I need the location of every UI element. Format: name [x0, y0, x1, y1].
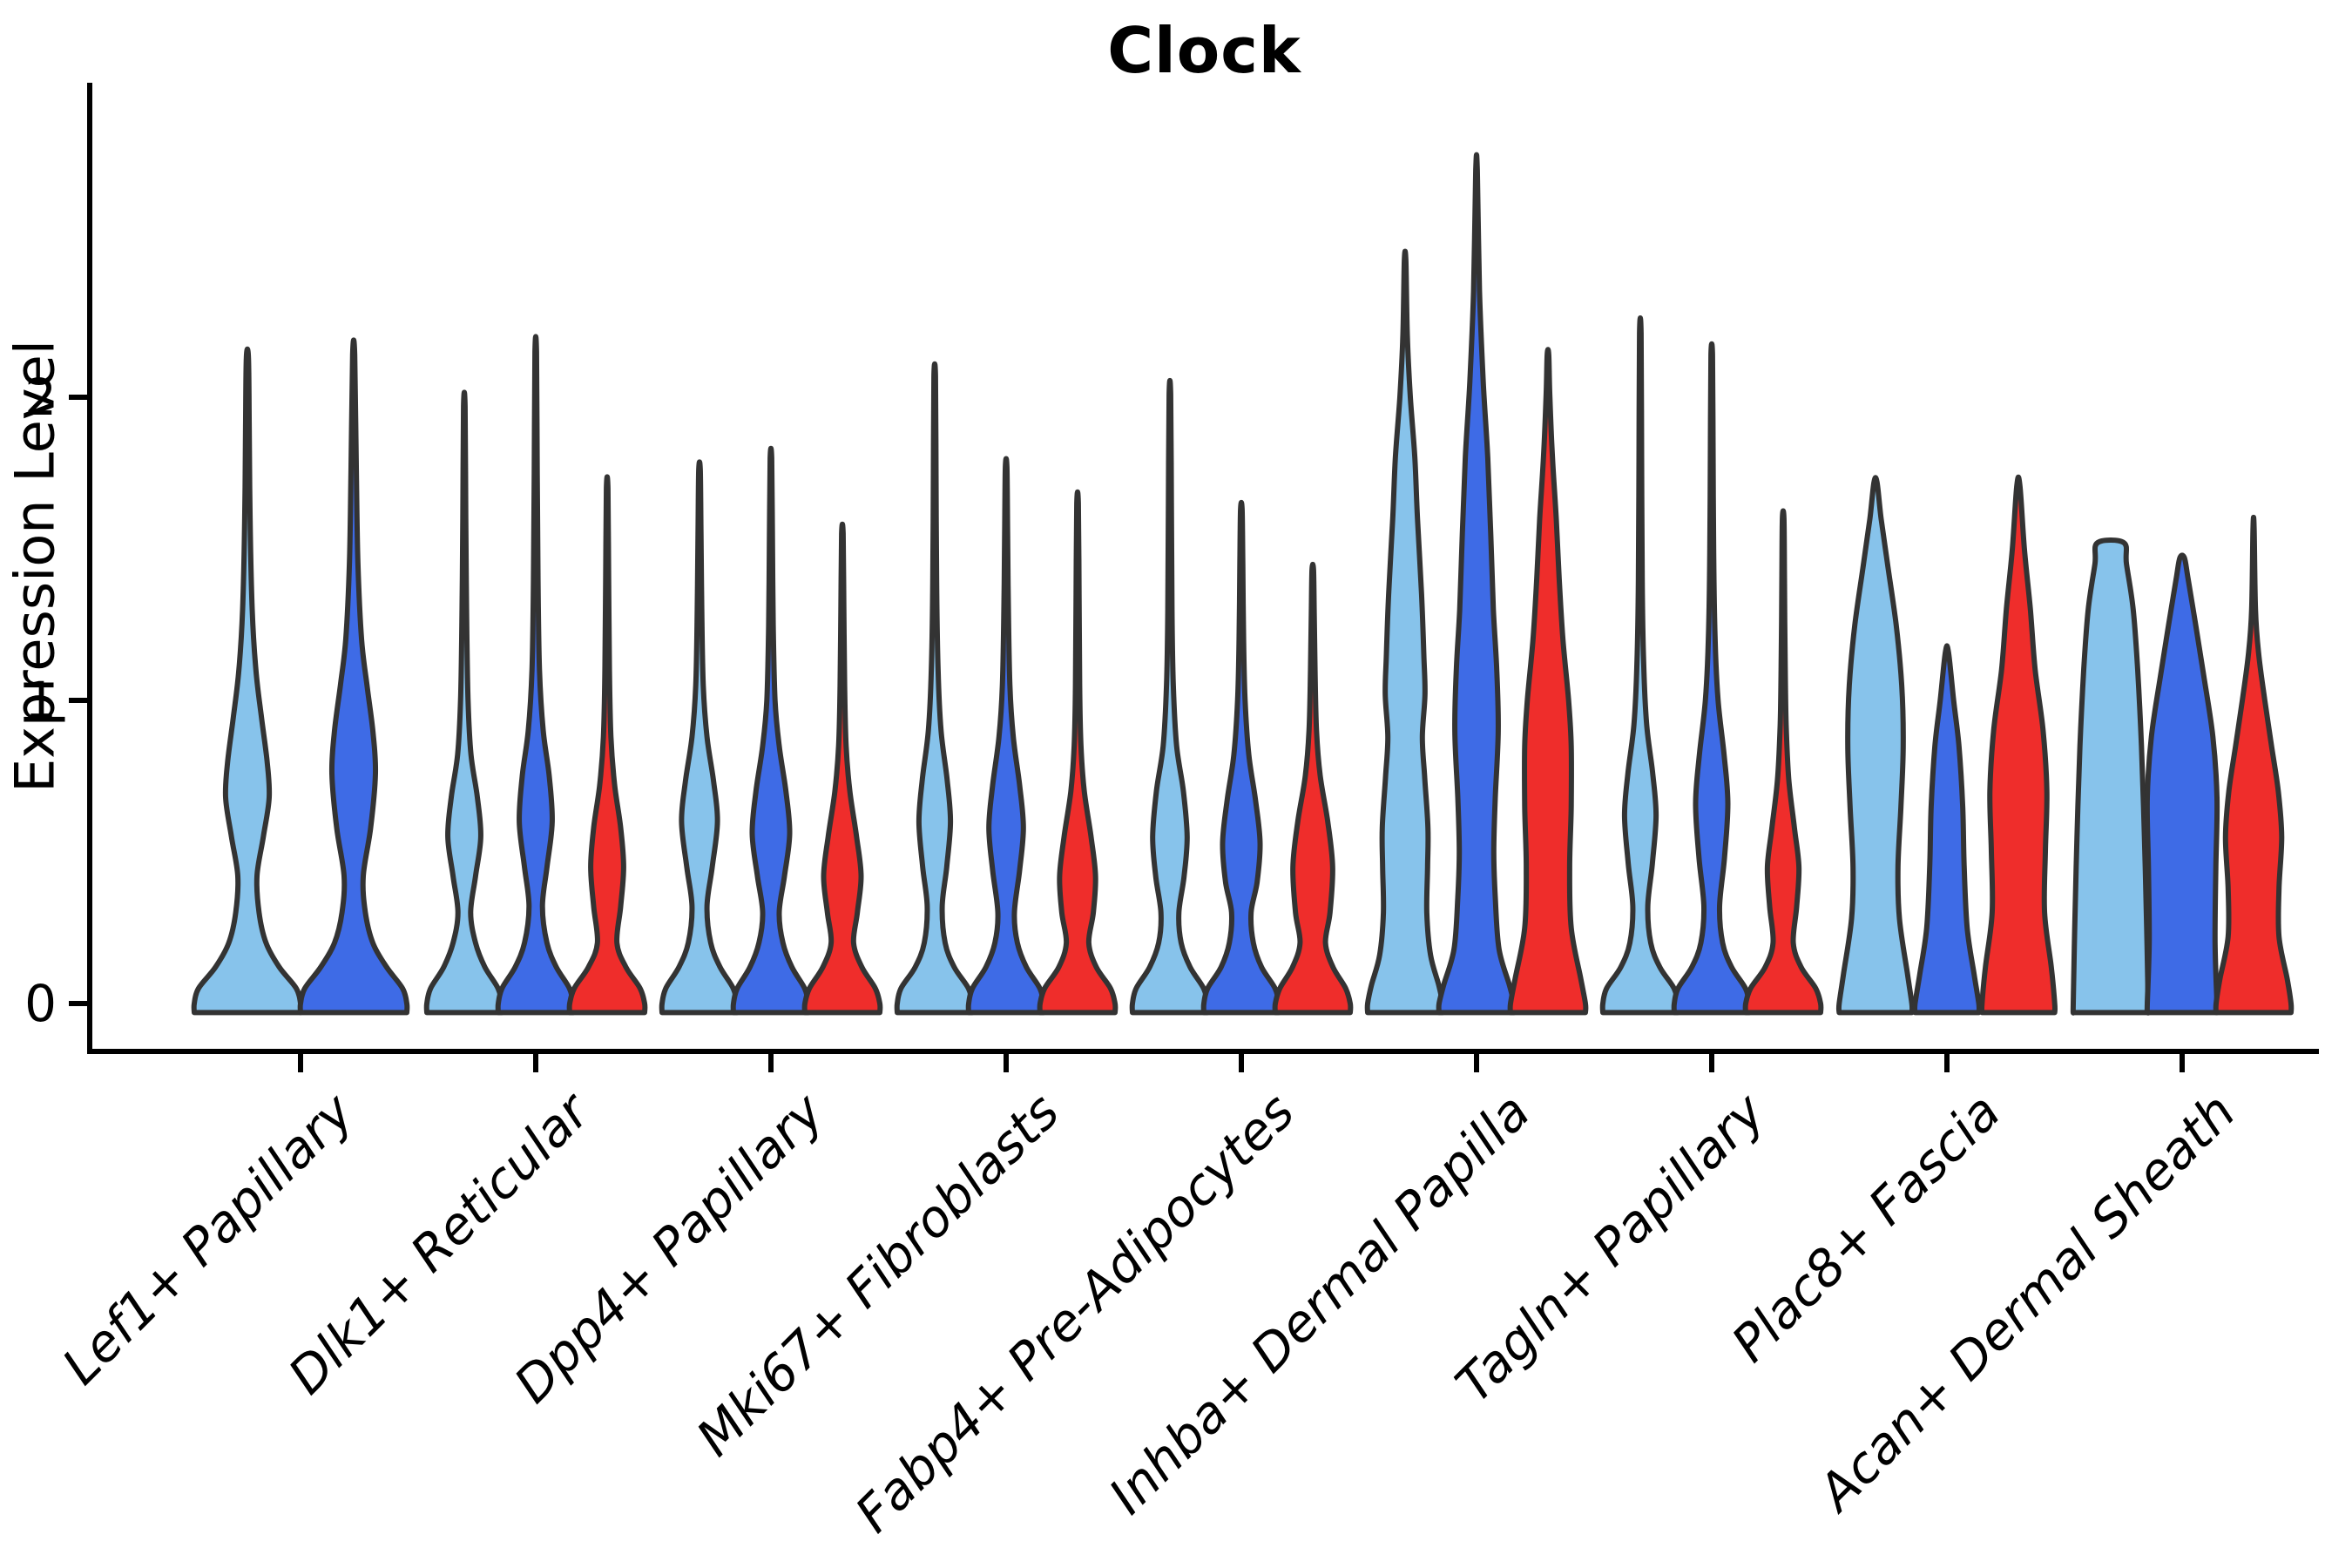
violin-light_blue — [1129, 377, 1211, 1016]
chart-title: Clock — [1107, 14, 1301, 87]
violin-light_blue — [191, 346, 304, 1016]
violin-dark_blue — [1200, 499, 1282, 1016]
violin-dark_blue — [297, 337, 410, 1016]
violin-light_blue — [2070, 537, 2152, 1016]
violin-dark_blue — [730, 445, 812, 1016]
violin-red — [2213, 514, 2295, 1016]
violin-light_blue — [659, 459, 740, 1016]
violin-dark_blue — [1671, 341, 1753, 1016]
violin-dark_blue — [965, 456, 1047, 1016]
violin-red — [566, 474, 648, 1016]
violin-light_blue — [1599, 315, 1681, 1016]
y-tick-label: 2 — [24, 368, 57, 427]
violin-dark_blue — [495, 334, 577, 1016]
y-tick-label: 0 — [24, 974, 57, 1033]
violin-dark_blue — [1912, 643, 1982, 1016]
violin-light_blue — [894, 361, 976, 1016]
violin-red — [1507, 347, 1589, 1016]
violin-light_blue — [1835, 475, 1916, 1016]
y-tick-label: 1 — [24, 671, 57, 730]
violin-dark_blue — [1436, 152, 1517, 1016]
y-axis-label: Expression Level — [3, 340, 67, 793]
violin-red — [1978, 474, 2058, 1016]
violin-light_blue — [1364, 248, 1446, 1016]
violin-dark_blue — [2144, 552, 2220, 1016]
violin-light_blue — [423, 389, 505, 1016]
violin-red — [1272, 561, 1354, 1016]
violin-red — [1742, 508, 1824, 1016]
violin-red — [801, 521, 883, 1016]
violin-red — [1037, 489, 1119, 1016]
